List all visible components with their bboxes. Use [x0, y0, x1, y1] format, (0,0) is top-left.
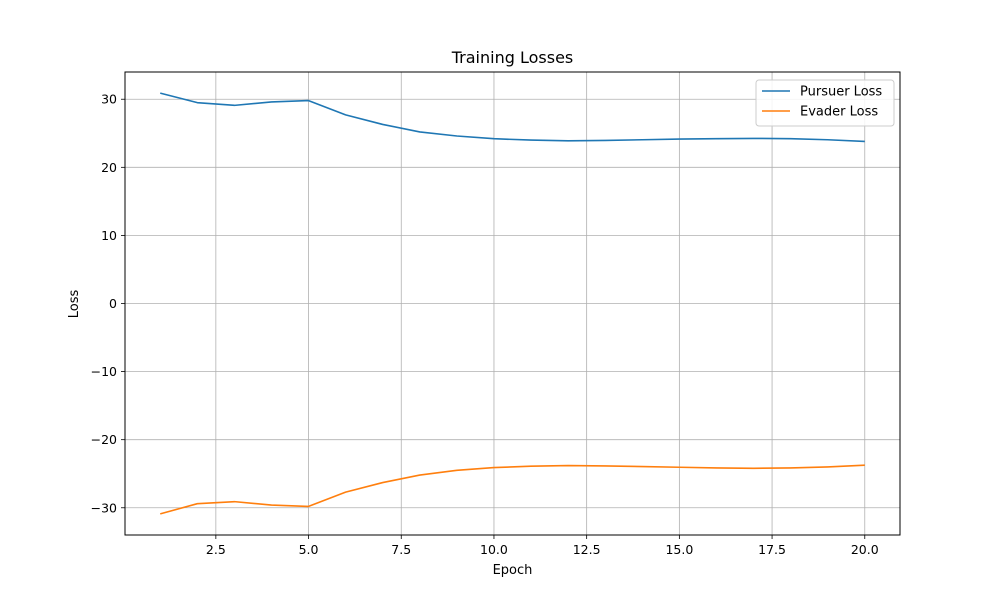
legend-box — [755, 79, 895, 127]
x-axis: 2.5 5.0 7.5 10.0 12.5 15.0 17.5 20.0 — [206, 535, 879, 557]
legend: Pursuer Loss Evader Loss — [755, 79, 895, 127]
y-tick-label: −30 — [91, 500, 117, 515]
chart-title: Training Losses — [451, 48, 574, 67]
series-line-0 — [160, 92, 865, 143]
y-tick-label: −10 — [91, 364, 117, 379]
x-tick-label: 7.5 — [391, 542, 411, 557]
x-tick-label: 17.5 — [758, 542, 786, 557]
legend-label-0: Pursuer Loss — [800, 85, 882, 100]
x-tick-label: 20.0 — [851, 542, 879, 557]
x-tick-label: 10.0 — [480, 542, 508, 557]
x-tick-label: 12.5 — [573, 542, 601, 557]
series-lines — [160, 92, 865, 515]
series-line-1 — [160, 464, 865, 515]
y-tick-label: 0 — [109, 296, 117, 311]
y-tick-label: −20 — [91, 432, 117, 447]
grid-lines — [125, 72, 900, 535]
x-axis-label: Epoch — [493, 563, 533, 578]
x-tick-label: 5.0 — [299, 542, 319, 557]
y-tick-label: 20 — [101, 160, 117, 175]
y-axis-label: Loss — [67, 290, 82, 319]
y-tick-label: 10 — [101, 228, 117, 243]
y-tick-label: 30 — [101, 92, 117, 107]
y-axis: −30 −20 −10 0 10 20 30 — [91, 92, 125, 515]
x-tick-label: 2.5 — [206, 542, 226, 557]
x-tick-label: 15.0 — [665, 542, 693, 557]
legend-label-1: Evader Loss — [800, 105, 878, 120]
